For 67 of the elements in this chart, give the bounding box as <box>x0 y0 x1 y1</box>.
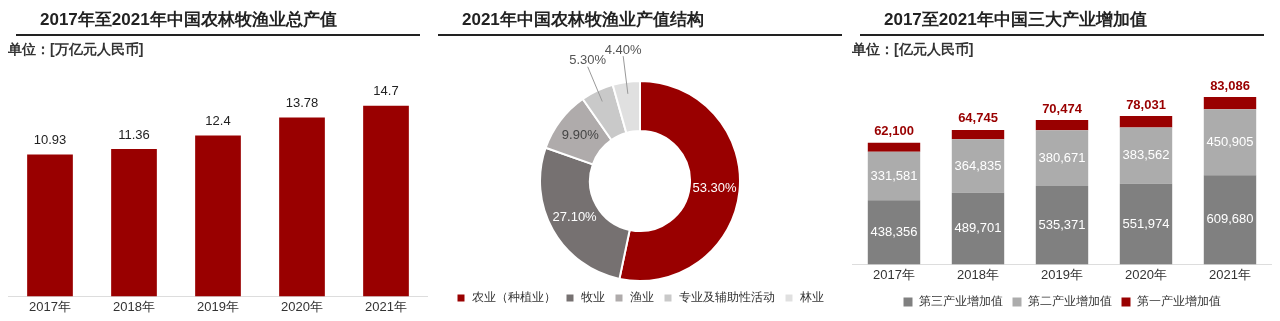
data-label: 489,701 <box>954 220 1002 236</box>
bar <box>867 142 921 152</box>
data-label: 70,474 <box>1042 100 1083 116</box>
bar <box>1203 175 1257 265</box>
data-label: 438,356 <box>870 223 918 239</box>
data-label: 10.93 <box>33 132 67 148</box>
data-label: 14.7 <box>373 83 399 99</box>
data-label: 4.40% <box>604 41 643 57</box>
bar <box>27 154 73 297</box>
bar <box>951 192 1005 265</box>
bar <box>1035 130 1089 187</box>
data-label: 78,031 <box>1126 96 1166 112</box>
legend-label: 渔业 <box>629 290 654 305</box>
x-tick-label: 2017年 <box>29 298 71 314</box>
data-label: 9.90% <box>561 127 600 143</box>
legend-label: 牧业 <box>580 290 605 305</box>
data-label: 380,671 <box>1038 149 1086 165</box>
legend-label: 第二产业增加值 <box>1027 294 1112 309</box>
bar <box>111 149 157 297</box>
bar <box>1203 109 1257 176</box>
bar <box>1119 127 1173 184</box>
bar <box>867 200 921 265</box>
bar <box>1119 183 1173 265</box>
legend-label: 第一产业增加值 <box>1136 294 1221 309</box>
data-label: 5.30% <box>569 52 607 68</box>
legend-label: 第三产业增加值 <box>918 294 1003 309</box>
bar <box>1035 186 1089 265</box>
x-tick-label: 2019年 <box>197 298 239 314</box>
x-tick-label: 2019年 <box>1041 266 1083 282</box>
chart-title: 2017至2021年中国三大产业增加值 <box>860 8 1264 36</box>
data-label: 609,680 <box>1206 211 1254 227</box>
chart-subtitle: 单位：[万亿元人民币] <box>7 41 144 58</box>
chart-subtitle: 单位：[亿元人民币] <box>851 41 974 58</box>
data-label: 450,905 <box>1206 133 1254 149</box>
x-tick-label: 2021年 <box>365 298 407 314</box>
x-tick-label: 2017年 <box>873 266 915 282</box>
data-label: 27.10% <box>552 209 598 225</box>
bar <box>951 129 1005 140</box>
bar <box>195 135 241 297</box>
x-tick-label: 2020年 <box>281 298 323 314</box>
data-label: 535,371 <box>1038 216 1086 232</box>
x-tick-label: 2018年 <box>957 266 999 282</box>
bar <box>1119 116 1173 128</box>
data-label: 64,745 <box>958 110 998 126</box>
chart-title: 2017年至2021年中国农林牧渔业总产值 <box>16 8 420 36</box>
data-label: 83,086 <box>1210 77 1250 93</box>
data-label: 12.4 <box>205 113 231 129</box>
data-label: 331,581 <box>870 167 918 183</box>
bar <box>1035 120 1089 131</box>
bar <box>1203 97 1257 110</box>
legend-label: 林业 <box>798 290 824 305</box>
bar <box>279 117 325 297</box>
data-label: 383,562 <box>1122 147 1170 163</box>
data-label: 62,100 <box>874 123 914 139</box>
x-tick-label: 2021年 <box>1209 266 1251 282</box>
data-label: 53.30% <box>692 180 738 196</box>
data-label: 364,835 <box>954 157 1002 173</box>
bar <box>363 105 409 297</box>
legend-label: 农业（种植业） <box>471 290 556 305</box>
bar <box>951 139 1005 193</box>
chart-title: 2021年中国农林牧渔业产值结构 <box>438 8 842 36</box>
data-label: 551,974 <box>1122 215 1170 231</box>
legend-label: 专业及辅助性活动 <box>678 290 775 305</box>
x-tick-label: 2018年 <box>113 298 155 314</box>
data-label: 11.36 <box>118 126 150 142</box>
x-tick-label: 2020年 <box>1125 266 1167 282</box>
data-label: 13.78 <box>285 95 319 111</box>
